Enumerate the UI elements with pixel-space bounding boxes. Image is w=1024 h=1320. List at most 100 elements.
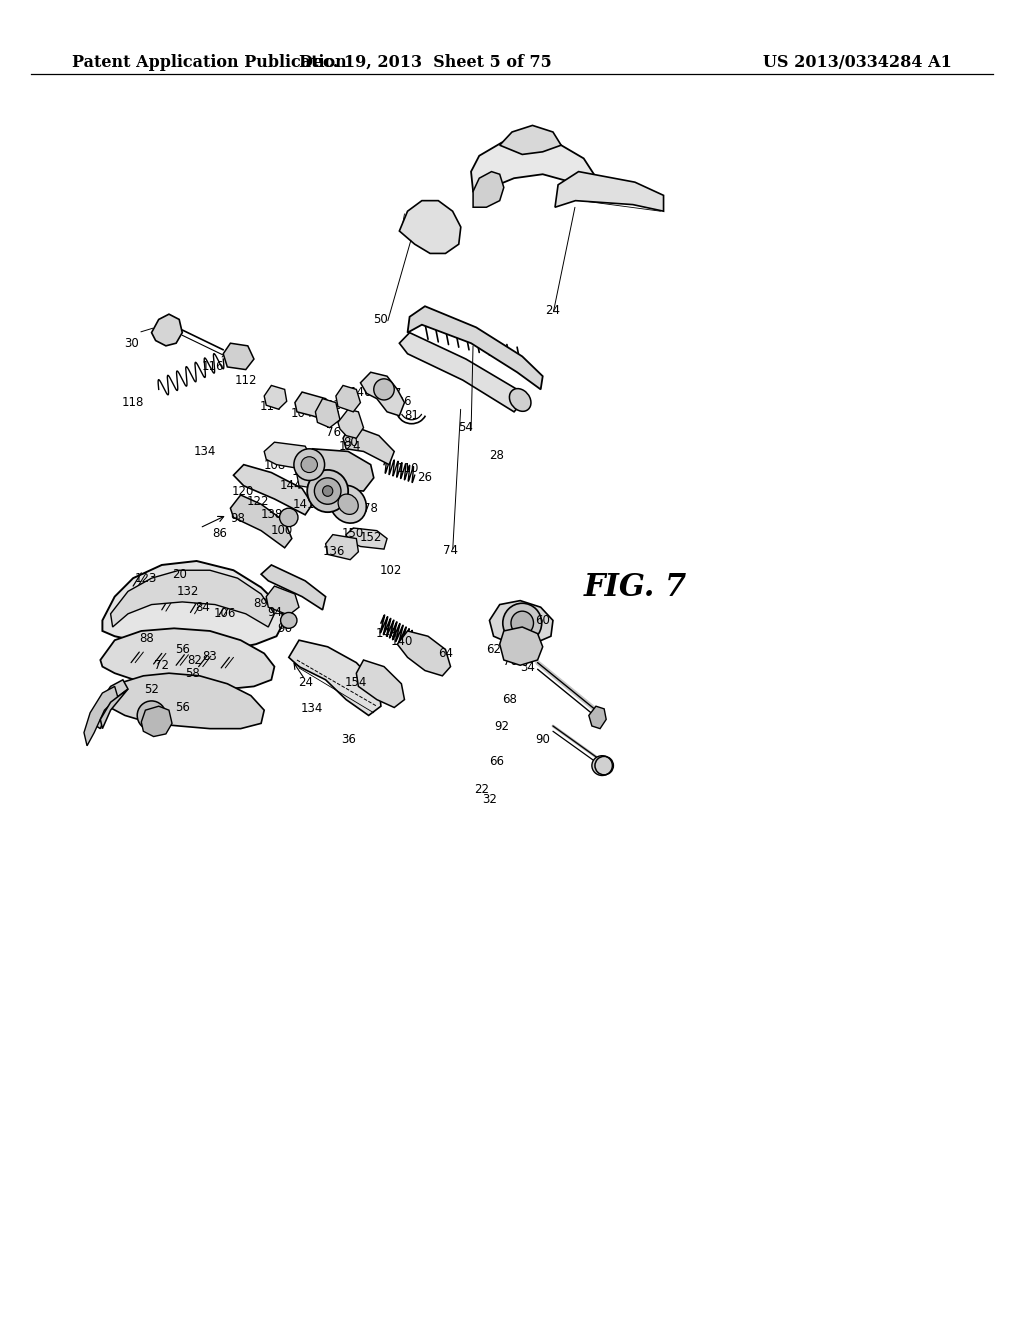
- Text: 100: 100: [270, 524, 293, 537]
- Text: 118: 118: [122, 396, 144, 409]
- Polygon shape: [473, 172, 504, 207]
- Text: 64: 64: [438, 647, 453, 660]
- Text: 132: 132: [176, 585, 199, 598]
- Polygon shape: [100, 689, 128, 729]
- Text: 124: 124: [339, 440, 361, 453]
- Text: 72: 72: [155, 659, 169, 672]
- Text: 70: 70: [503, 655, 517, 668]
- Text: 74: 74: [443, 544, 458, 557]
- Ellipse shape: [301, 457, 317, 473]
- Polygon shape: [152, 314, 182, 346]
- Text: 94: 94: [267, 606, 282, 619]
- Ellipse shape: [307, 470, 348, 512]
- Ellipse shape: [592, 755, 612, 776]
- Text: 88: 88: [139, 632, 154, 645]
- Text: 30: 30: [124, 337, 138, 350]
- Text: 130: 130: [342, 495, 365, 508]
- Polygon shape: [261, 565, 326, 610]
- Text: 78: 78: [364, 502, 378, 515]
- Ellipse shape: [511, 611, 534, 635]
- Text: 128: 128: [327, 399, 349, 412]
- Text: 50: 50: [374, 313, 388, 326]
- Ellipse shape: [330, 486, 367, 523]
- Polygon shape: [346, 528, 387, 549]
- Text: 142: 142: [292, 465, 314, 478]
- Text: Dec. 19, 2013  Sheet 5 of 75: Dec. 19, 2013 Sheet 5 of 75: [299, 54, 551, 70]
- Text: FIG. 7: FIG. 7: [584, 572, 686, 603]
- Polygon shape: [500, 125, 561, 154]
- Polygon shape: [399, 333, 522, 412]
- Text: 112: 112: [234, 374, 257, 387]
- Text: 102: 102: [380, 564, 402, 577]
- Polygon shape: [264, 385, 287, 409]
- Polygon shape: [264, 442, 312, 470]
- Polygon shape: [343, 425, 394, 465]
- Text: 89: 89: [254, 597, 268, 610]
- Polygon shape: [289, 640, 381, 715]
- Polygon shape: [102, 561, 285, 649]
- Text: 122: 122: [247, 495, 269, 508]
- Polygon shape: [266, 586, 299, 615]
- Text: 136: 136: [323, 545, 345, 558]
- Text: 83: 83: [203, 649, 217, 663]
- Polygon shape: [111, 570, 274, 627]
- Polygon shape: [326, 535, 358, 560]
- Polygon shape: [84, 686, 118, 746]
- Text: 134: 134: [301, 702, 324, 715]
- Text: 36: 36: [341, 733, 355, 746]
- Polygon shape: [356, 660, 404, 708]
- Polygon shape: [399, 201, 461, 253]
- Ellipse shape: [503, 603, 542, 643]
- Text: 144: 144: [280, 479, 302, 492]
- Ellipse shape: [338, 494, 358, 515]
- Text: 141: 141: [293, 498, 315, 511]
- Text: 58: 58: [185, 667, 200, 680]
- Text: 156: 156: [368, 376, 390, 389]
- Polygon shape: [102, 673, 264, 729]
- Ellipse shape: [374, 379, 394, 400]
- Text: 86: 86: [213, 527, 227, 540]
- Text: 110: 110: [396, 462, 419, 475]
- Text: 34: 34: [520, 661, 535, 675]
- Polygon shape: [336, 385, 360, 412]
- Text: 28: 28: [489, 449, 504, 462]
- Text: 126: 126: [390, 395, 413, 408]
- Ellipse shape: [281, 612, 297, 628]
- Polygon shape: [230, 495, 292, 548]
- Text: 152: 152: [359, 531, 382, 544]
- Polygon shape: [360, 372, 404, 416]
- Polygon shape: [471, 139, 594, 191]
- Polygon shape: [589, 706, 606, 729]
- Text: 154: 154: [345, 676, 368, 689]
- Text: 32: 32: [482, 793, 497, 807]
- Polygon shape: [223, 343, 254, 370]
- Text: 52: 52: [144, 682, 159, 696]
- Text: 62: 62: [486, 643, 501, 656]
- Polygon shape: [338, 409, 364, 438]
- Text: 82: 82: [187, 653, 202, 667]
- Polygon shape: [500, 627, 543, 665]
- Text: 24: 24: [298, 676, 312, 689]
- Polygon shape: [489, 601, 553, 644]
- Text: 56: 56: [175, 643, 189, 656]
- Text: 54: 54: [459, 421, 473, 434]
- Text: 26: 26: [418, 471, 432, 484]
- Ellipse shape: [314, 478, 341, 504]
- Text: 123: 123: [134, 572, 157, 585]
- Ellipse shape: [323, 486, 333, 496]
- Text: 76: 76: [327, 426, 341, 440]
- Text: 88: 88: [141, 713, 156, 726]
- Polygon shape: [397, 631, 451, 676]
- Polygon shape: [92, 680, 128, 729]
- Text: 84: 84: [196, 601, 210, 614]
- Text: 120: 120: [231, 484, 254, 498]
- Text: 56: 56: [175, 701, 189, 714]
- Polygon shape: [141, 706, 172, 737]
- Text: 20: 20: [172, 568, 186, 581]
- Text: US 2013/0334284 A1: US 2013/0334284 A1: [764, 54, 952, 70]
- Polygon shape: [315, 399, 340, 428]
- Text: Patent Application Publication: Patent Application Publication: [72, 54, 346, 70]
- Text: 81: 81: [404, 409, 419, 422]
- Polygon shape: [297, 465, 323, 488]
- Text: 22: 22: [474, 783, 488, 796]
